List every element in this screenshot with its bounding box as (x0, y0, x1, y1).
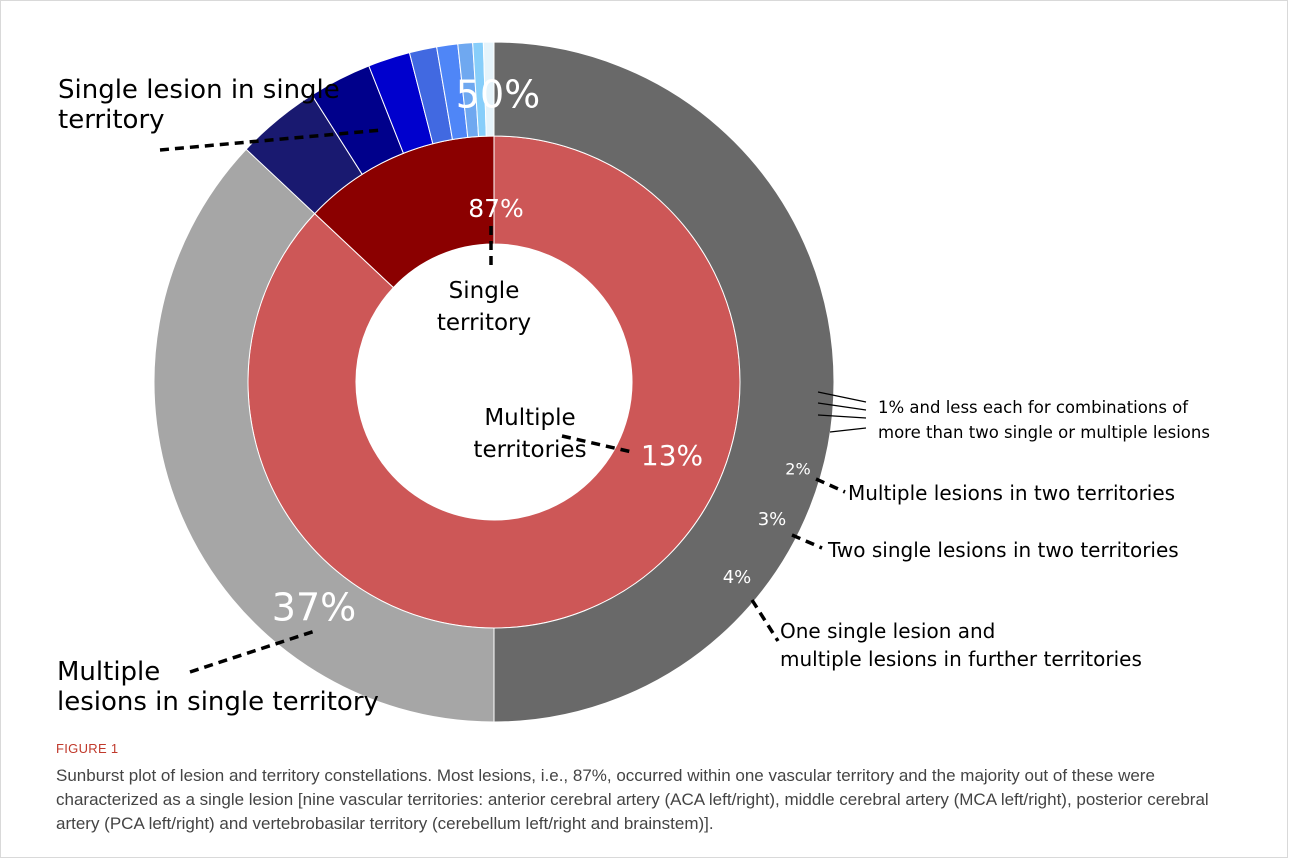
annotation-multiple-lesions-single-territory: Multiple lesions in single territory (57, 657, 379, 717)
annotation-two-single-lesions: Two single lesions in two territories (827, 538, 1179, 562)
annotation-texts: Single lesion in single territoryMultiple… (57, 75, 1210, 717)
annotation-one-single-lesion-further: One single lesion and multiple lesions in… (780, 619, 1142, 671)
leader-multiple-lesions-two-territories (815, 477, 846, 494)
annotation-small-combinations: 1% and less each for combinations of more… (878, 398, 1210, 442)
annotation-single-lesion-single-territory-line: territory (58, 105, 165, 135)
annotation-single-territory-line: Single (449, 278, 520, 304)
outer-slice-single-lesion-in-single-territory (493, 41, 835, 723)
annotation-single-lesion-single-territory-line: Single lesion in single (58, 75, 340, 105)
annotation-small-combinations-line: more than two single or multiple lesions (878, 423, 1210, 442)
leader-multiple-lesions-single-territory (189, 628, 319, 674)
label-3-percent: 3% (758, 509, 787, 530)
annotation-multiple-territories-line: Multiple (484, 405, 575, 431)
leader-small-1 (817, 391, 867, 403)
leader-small-2 (817, 402, 867, 411)
outer-slice-small-combination-9 (482, 41, 495, 137)
annotation-single-lesion-single-territory: Single lesion in single territory (58, 75, 340, 135)
annotation-multiple-lesions-single-territory-line: Multiple (57, 657, 160, 687)
figure-label: FIGURE 1 (56, 741, 119, 756)
outer-slice-multiple-lesions-in-single-territory (153, 148, 495, 723)
annotation-leaders (159, 128, 867, 674)
sunburst-chart: 50% 37% 87% 13% 4% 3% 2% Single lesion in sing… (57, 41, 1210, 723)
label-50-percent: 50% (456, 73, 540, 117)
label-87-percent: 87% (468, 194, 524, 223)
annotation-multiple-lesions-two-territories-line: Multiple lesions in two territories (848, 481, 1175, 505)
annotation-multiple-lesions-single-territory-line: lesions in single territory (57, 687, 379, 717)
label-13-percent: 13% (641, 439, 703, 472)
percent-labels: 50% 37% 87% 13% 4% 3% 2% (272, 73, 811, 630)
annotation-small-combinations-line: 1% and less each for combinations of (878, 398, 1189, 417)
annotation-one-single-lesion-further-line: multiple lesions in further territories (780, 647, 1142, 671)
annotation-two-single-lesions-line: Two single lesions in two territories (827, 538, 1179, 562)
leader-one-single-lesion (750, 599, 780, 642)
leader-single-lesion-single-territory (159, 128, 383, 152)
outer-ring (153, 41, 835, 723)
leader-small-3 (817, 414, 867, 419)
label-4-percent: 4% (723, 567, 752, 588)
annotation-single-territory: Single territory (437, 278, 531, 336)
annotation-multiple-lesions-two-territories: Multiple lesions in two territories (848, 481, 1175, 505)
label-37-percent: 37% (272, 586, 356, 630)
annotation-single-territory-line: territory (437, 310, 531, 336)
label-2-percent: 2% (785, 460, 810, 479)
annotation-multiple-territories-line: territories (473, 437, 586, 463)
leader-multiple-territories (561, 434, 633, 454)
annotation-multiple-territories: Multiple territories (473, 405, 586, 463)
annotation-one-single-lesion-further-line: One single lesion and (780, 619, 995, 643)
leader-small-4 (829, 427, 867, 433)
leader-two-single-lesions (791, 533, 823, 550)
figure-caption: Sunburst plot of lesion and territory co… (56, 766, 1209, 833)
